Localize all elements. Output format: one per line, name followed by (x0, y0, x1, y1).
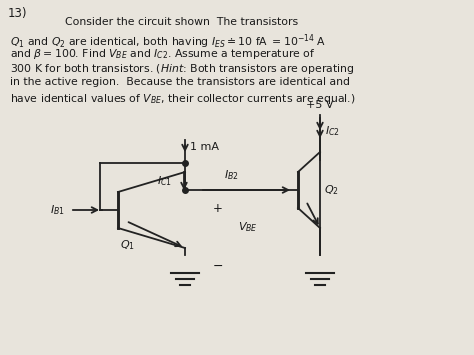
Text: Consider the circuit shown  The transistors: Consider the circuit shown The transisto… (65, 17, 298, 27)
Text: in the active region.  Because the transistors are identical and: in the active region. Because the transi… (10, 77, 350, 87)
Text: +: + (212, 202, 222, 215)
Text: have identical values of $V_{BE}$, their collector currents are equal.): have identical values of $V_{BE}$, their… (10, 92, 356, 106)
Text: $Q_1$ and $Q_2$ are identical, both having $I_{ES} \doteq 10$ fA $= 10^{-14}$ A: $Q_1$ and $Q_2$ are identical, both havi… (10, 32, 326, 51)
Text: $Q_2$: $Q_2$ (324, 183, 339, 197)
Text: $I_{B1}$: $I_{B1}$ (50, 203, 65, 217)
Text: 300 K for both transistors. ($\mathit{Hint}$: Both transistors are operating: 300 K for both transistors. ($\mathit{Hi… (10, 62, 355, 76)
Text: $I_{B2}$: $I_{B2}$ (224, 168, 239, 182)
Text: 13): 13) (8, 7, 27, 20)
Text: $V_{BE}$: $V_{BE}$ (237, 220, 257, 234)
Text: −: − (212, 260, 223, 273)
Text: $I_{C2}$: $I_{C2}$ (325, 124, 340, 138)
Text: $I_{C1}$: $I_{C1}$ (157, 174, 172, 188)
Text: $Q_1$: $Q_1$ (120, 238, 135, 252)
Text: +5 V: +5 V (306, 100, 334, 110)
Text: 1 mA: 1 mA (190, 142, 219, 152)
Text: and $\beta = 100$. Find $V_{BE}$ and $I_{C2}$. Assume a temperature of: and $\beta = 100$. Find $V_{BE}$ and $I_… (10, 47, 315, 61)
